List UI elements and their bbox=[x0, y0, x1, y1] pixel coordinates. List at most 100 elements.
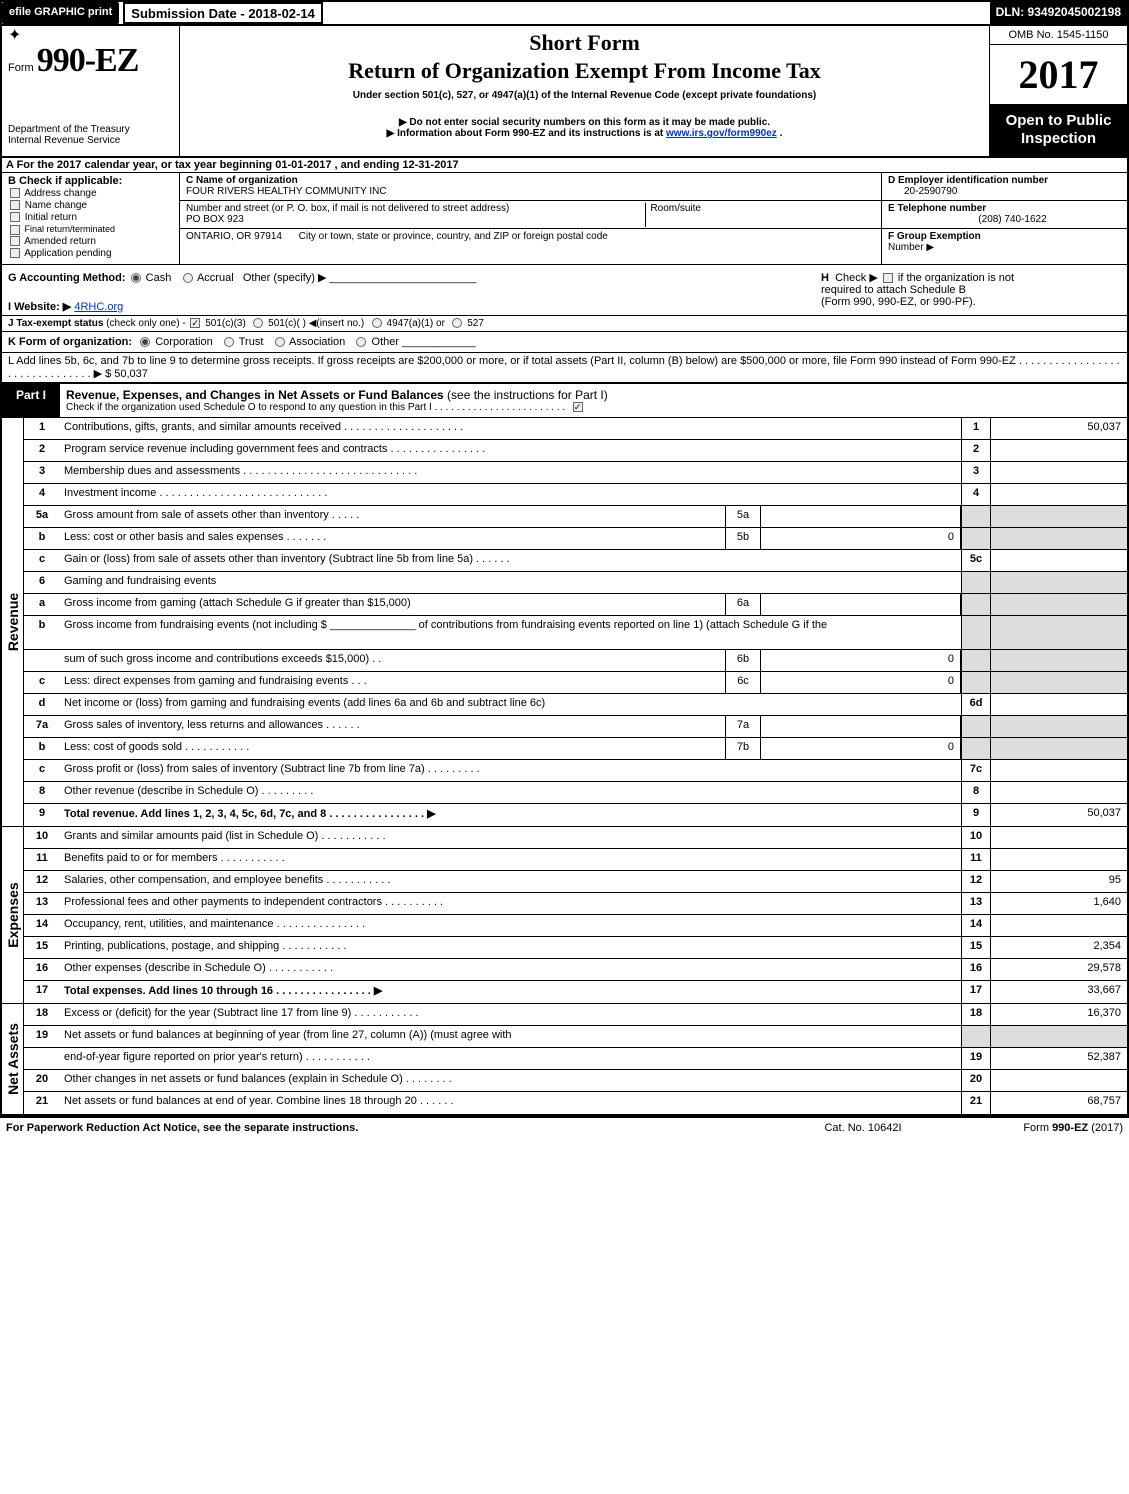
section-d-label: D Employer identification number bbox=[888, 175, 1048, 186]
lbl-initial-return: Initial return bbox=[25, 212, 77, 223]
ln11-num: 11 bbox=[24, 849, 60, 870]
radio-4947[interactable] bbox=[372, 318, 382, 328]
ln6b2-mv: 0 bbox=[761, 650, 961, 671]
dln: DLN: 93492045002198 bbox=[990, 2, 1127, 24]
shade bbox=[991, 672, 1127, 693]
street: PO BOX 923 bbox=[186, 214, 244, 225]
ln5c-rval bbox=[991, 550, 1127, 571]
form-prefix: Form bbox=[8, 62, 34, 74]
ln5b-num: b bbox=[24, 528, 60, 549]
ln3-desc: Membership dues and assessments . . . . … bbox=[60, 462, 961, 483]
ln18-num: 18 bbox=[24, 1004, 60, 1025]
ln7c-rval bbox=[991, 760, 1127, 781]
ln9-desc: Total revenue. Add lines 1, 2, 3, 4, 5c,… bbox=[60, 804, 961, 826]
ln21-num: 21 bbox=[24, 1092, 60, 1114]
ln21-desc: Net assets or fund balances at end of ye… bbox=[60, 1092, 961, 1114]
footer-left: For Paperwork Reduction Act Notice, see … bbox=[6, 1122, 763, 1134]
ln19b-rval: 52,387 bbox=[991, 1048, 1127, 1069]
shade bbox=[991, 506, 1127, 527]
ln9-num: 9 bbox=[24, 804, 60, 826]
ln9-rnum: 9 bbox=[961, 804, 991, 826]
efile-print-button[interactable]: efile GRAPHIC print bbox=[2, 2, 119, 24]
open-public-1: Open to Public bbox=[994, 112, 1123, 130]
radio-501c[interactable] bbox=[253, 318, 263, 328]
ln20-rval bbox=[991, 1070, 1127, 1091]
radio-527[interactable] bbox=[452, 318, 462, 328]
ln12-rnum: 12 bbox=[961, 871, 991, 892]
ln19-desc: Net assets or fund balances at beginning… bbox=[60, 1026, 961, 1047]
shade bbox=[991, 716, 1127, 737]
chk-initial-return[interactable] bbox=[10, 212, 20, 222]
ln11-desc: Benefits paid to or for members . . . . … bbox=[60, 849, 961, 870]
lbl-other-k: Other bbox=[372, 336, 400, 348]
section-c-label: C Name of organization bbox=[186, 175, 298, 186]
ln7a-mv bbox=[761, 716, 961, 737]
ln15-rval: 2,354 bbox=[991, 937, 1127, 958]
ln4-desc: Investment income . . . . . . . . . . . … bbox=[60, 484, 961, 505]
chk-name-change[interactable] bbox=[10, 200, 20, 210]
line-a-begin: 01-01-2017 bbox=[275, 159, 331, 171]
ln5c-num: c bbox=[24, 550, 60, 571]
ln10-num: 10 bbox=[24, 827, 60, 848]
room-suite-label: Room/suite bbox=[645, 203, 701, 227]
chk-amended-return[interactable] bbox=[10, 236, 20, 246]
shade bbox=[961, 650, 991, 671]
dept-treasury: Department of the Treasury bbox=[8, 124, 173, 135]
lbl-assoc: Association bbox=[289, 336, 345, 348]
side-net-assets: Net Assets bbox=[5, 1023, 21, 1095]
radio-cash[interactable] bbox=[131, 273, 141, 283]
city-value: ONTARIO, OR 97914 bbox=[186, 231, 282, 242]
lbl-trust: Trust bbox=[239, 336, 264, 348]
ln5c-desc: Gain or (loss) from sale of assets other… bbox=[60, 550, 961, 571]
section-k-label: K Form of organization: bbox=[8, 336, 132, 348]
ln16-num: 16 bbox=[24, 959, 60, 980]
ln16-rnum: 16 bbox=[961, 959, 991, 980]
section-i-label: I Website: ▶ bbox=[8, 301, 71, 313]
line-a-prefix: A For the 2017 calendar year, or tax yea… bbox=[6, 159, 275, 171]
ln5a-mn: 5a bbox=[725, 506, 761, 527]
ln13-rnum: 13 bbox=[961, 893, 991, 914]
lbl-application-pending: Application pending bbox=[24, 248, 111, 259]
chk-application-pending[interactable] bbox=[10, 248, 20, 258]
chk-501c3[interactable] bbox=[190, 318, 200, 328]
chk-schedule-o[interactable] bbox=[573, 402, 583, 412]
subtitle: Under section 501(c), 527, or 4947(a)(1)… bbox=[188, 90, 981, 101]
ln10-rval bbox=[991, 827, 1127, 848]
form-number: 990-EZ bbox=[37, 42, 139, 79]
ln19b-num bbox=[24, 1048, 60, 1069]
chk-final-return[interactable] bbox=[10, 225, 20, 235]
ln17-rval: 33,667 bbox=[991, 981, 1127, 1003]
ln21-rval: 68,757 bbox=[991, 1092, 1127, 1114]
form990ez-link[interactable]: www.irs.gov/form990ez bbox=[666, 128, 777, 139]
radio-other[interactable] bbox=[356, 337, 366, 347]
ln19b-rnum: 19 bbox=[961, 1048, 991, 1069]
ln14-num: 14 bbox=[24, 915, 60, 936]
ln6b2-num bbox=[24, 650, 60, 671]
chk-address-change[interactable] bbox=[10, 188, 20, 198]
radio-trust[interactable] bbox=[224, 337, 234, 347]
lbl-address-change: Address change bbox=[24, 188, 96, 199]
h-check-text: Check ▶ bbox=[835, 272, 878, 284]
radio-accrual[interactable] bbox=[183, 273, 193, 283]
ln15-desc: Printing, publications, postage, and shi… bbox=[60, 937, 961, 958]
ln11-rnum: 11 bbox=[961, 849, 991, 870]
ln5c-rnum: 5c bbox=[961, 550, 991, 571]
ln14-rnum: 14 bbox=[961, 915, 991, 936]
telephone: (208) 740-1622 bbox=[888, 214, 1121, 225]
chk-h[interactable] bbox=[883, 273, 893, 283]
open-public-2: Inspection bbox=[994, 130, 1123, 148]
radio-assoc[interactable] bbox=[275, 337, 285, 347]
irs: Internal Revenue Service bbox=[8, 135, 173, 146]
ln7a-desc: Gross sales of inventory, less returns a… bbox=[60, 716, 725, 737]
h-text2: if the organization is not bbox=[898, 272, 1014, 284]
ein: 20-2590790 bbox=[888, 186, 1121, 197]
ln19b-desc: end-of-year figure reported on prior yea… bbox=[60, 1048, 961, 1069]
ln12-rval: 95 bbox=[991, 871, 1127, 892]
radio-corp[interactable] bbox=[140, 337, 150, 347]
website-link[interactable]: 4RHC.org bbox=[74, 301, 123, 313]
shade bbox=[961, 672, 991, 693]
title-short-form: Short Form bbox=[188, 30, 981, 56]
part1-title: Revenue, Expenses, and Changes in Net As… bbox=[66, 388, 444, 402]
shade bbox=[961, 528, 991, 549]
ln13-desc: Professional fees and other payments to … bbox=[60, 893, 961, 914]
